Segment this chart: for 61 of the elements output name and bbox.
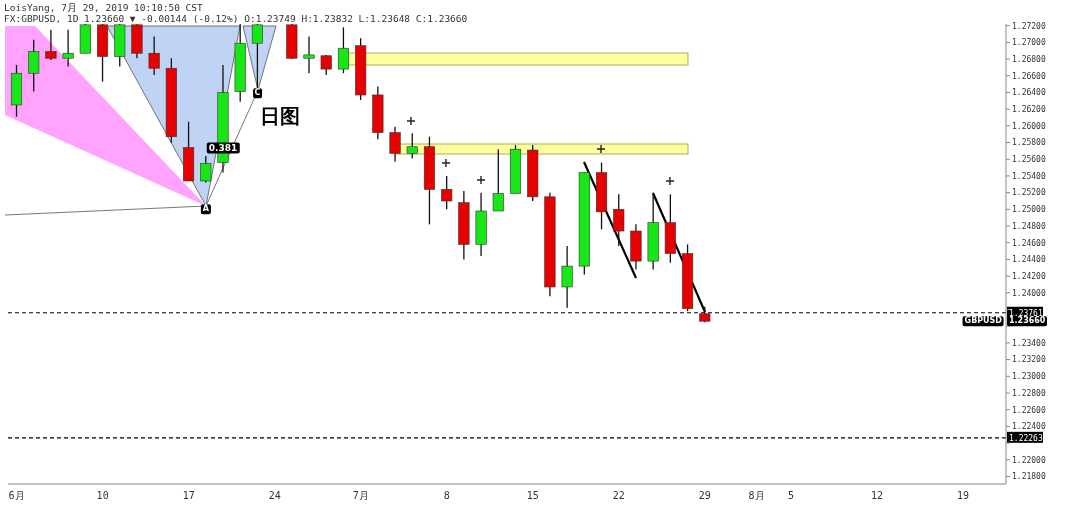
- y-tick-label: 1.26600: [1012, 71, 1046, 81]
- candlestick: [406, 132, 418, 160]
- candlestick: [28, 39, 40, 93]
- y-tick-label: 1.25000: [1012, 205, 1046, 215]
- x-tick-label: 15: [526, 490, 539, 502]
- y-tick-label: 1.21800: [1012, 472, 1046, 482]
- y-tick-label: 1.25200: [1012, 188, 1046, 198]
- chart-title: LoisYang, 7月 29, 2019 10:10:50 CST: [4, 2, 203, 15]
- annotation: C: [252, 88, 263, 99]
- y-tick-label: 1.22400: [1012, 422, 1046, 432]
- annotation: GBPUSD: [962, 316, 1004, 326]
- candlestick: [337, 26, 349, 74]
- x-tick-label: 8: [443, 490, 450, 502]
- y-tick-label: 1.24600: [1012, 238, 1046, 248]
- y-tick-label: 1.26400: [1012, 88, 1046, 98]
- x-tick-label: 7月: [352, 490, 369, 502]
- x-tick-label: 12: [870, 490, 883, 502]
- chart-subtitle: FX:GBPUSD, 1D 1.23660 ▼ -0.00144 (-0.12%) O:1.23749 H:1.23832 L:1.23648 C:1.23660: [4, 13, 468, 24]
- x-tick-label: 10: [96, 490, 109, 502]
- x-tick-label: 6月: [8, 490, 25, 502]
- y-tick-label: 1.27200: [1012, 21, 1046, 31]
- x-tick-label: 5: [787, 490, 794, 502]
- y-tick-label: 1.24400: [1012, 255, 1046, 265]
- candlestick: [613, 193, 625, 247]
- candlestick: [561, 245, 573, 309]
- y-tick-label: 1.26200: [1012, 104, 1046, 114]
- y-tick-label: 1.24800: [1012, 221, 1046, 231]
- y-tick-label: 1.22600: [1012, 405, 1046, 415]
- text: 1.23660: [1007, 316, 1048, 326]
- annotation: A: [200, 204, 211, 215]
- x-tick-label: 19: [956, 490, 970, 502]
- x-tick-label: 17: [182, 490, 195, 502]
- x-tick-label: 29: [698, 490, 711, 502]
- candlestick: [148, 35, 160, 76]
- y-tick-label: 1.23200: [1012, 355, 1046, 365]
- y-tick-label: 1.25600: [1012, 155, 1046, 165]
- y-tick-label: 1.27000: [1012, 38, 1046, 48]
- annotation: 0.381: [206, 142, 240, 154]
- y-tick-label: 1.26800: [1012, 54, 1046, 64]
- y-tick-label: 1.22000: [1012, 455, 1046, 465]
- x-tick-label: 24: [268, 490, 281, 502]
- candlestick: [62, 29, 74, 68]
- y-tick-label: 1.26000: [1012, 121, 1046, 131]
- y-tick-label: 1.24200: [1012, 271, 1046, 281]
- y-tick-label: 1.24000: [1012, 288, 1046, 298]
- candlestick: [200, 155, 212, 184]
- annotation: 日图: [259, 103, 300, 128]
- y-tick-label: 1.23400: [1012, 338, 1046, 348]
- ref-line-label: 1.22263: [1009, 433, 1043, 443]
- y-tick-label: 1.23000: [1012, 372, 1046, 382]
- candlestick: [45, 29, 57, 61]
- ref-line-label: 1.23761: [1009, 308, 1043, 318]
- y-tick-label: 1.25800: [1012, 138, 1046, 148]
- x-tick-label: 8月: [748, 490, 765, 502]
- candlestick: [303, 35, 315, 74]
- candlestick: [389, 126, 401, 163]
- x-tick-label: 22: [612, 490, 625, 502]
- y-tick-label: 1.25400: [1012, 171, 1046, 181]
- candlestick: [441, 175, 453, 210]
- y-tick-label: 1.22800: [1012, 388, 1046, 398]
- candlestick: [492, 148, 504, 212]
